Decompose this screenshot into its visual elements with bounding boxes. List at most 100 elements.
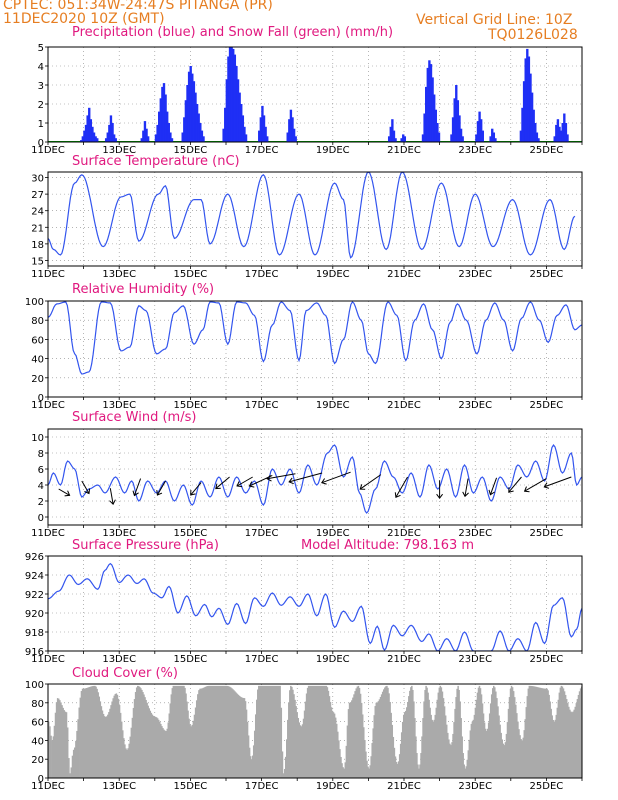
cloud-bar [130, 727, 133, 778]
precip-bar [450, 134, 453, 142]
cloud-bar [88, 687, 90, 778]
wind-arrow-head [321, 478, 327, 485]
cloud-bar [570, 711, 572, 778]
precip-bar [111, 123, 114, 142]
cloud-bar [269, 685, 272, 778]
cloud-bar [345, 745, 348, 778]
cloud-bar [577, 694, 580, 778]
wind-date-label: 13DEC [102, 528, 136, 539]
cloud-bar [185, 693, 187, 778]
cloud-bar [131, 717, 134, 778]
cloud-bar [415, 736, 417, 778]
rh-ytick-label: 100 [25, 297, 44, 308]
precip-bar [143, 121, 147, 142]
precip-bar [84, 124, 88, 142]
cloud-bar [522, 737, 524, 778]
cloud-bar [389, 701, 391, 778]
wind-ytick-label: 8 [38, 449, 44, 460]
cloud-bar [338, 740, 340, 778]
cloud-bar [65, 712, 68, 778]
temp-date-label: 11DEC [31, 269, 65, 280]
cloud-ytick-label: 0 [38, 774, 44, 785]
wind-ytick-label: 0 [38, 513, 44, 524]
wind-chart: Surface Wind (m/s) 0 2 4 6 8 10 11DEC 13DEC 15DEC… [31, 410, 583, 539]
cloud-bar [305, 693, 308, 778]
cloud-bar [434, 714, 436, 778]
cloud-bar [366, 760, 368, 778]
cloud-bar [315, 685, 317, 778]
cloud-bar [250, 759, 253, 778]
wind-arrow-head [488, 489, 495, 496]
cloud-date-label: 15DEC [174, 781, 208, 792]
cloud-bar [175, 685, 178, 778]
precip-bar [258, 130, 261, 142]
precip-bar [480, 119, 483, 142]
rh-ytick-label: 80 [31, 316, 44, 327]
cloud-bar [410, 687, 412, 778]
cloud-bar [108, 712, 110, 778]
cloud-bar [209, 685, 211, 778]
cloud-bar [453, 722, 455, 778]
precip-bar [426, 67, 429, 142]
precip-bar [259, 117, 263, 142]
precip-date-label: 23DEC [458, 145, 492, 156]
cloud-bar [442, 698, 445, 778]
cloud-bar [551, 715, 553, 778]
cloud-bar [119, 712, 122, 778]
precip-bar [243, 126, 246, 142]
precip-bar [392, 130, 396, 142]
cloud-bar [494, 687, 496, 778]
precip-bar [228, 47, 232, 142]
temp-ytick-label: 15 [31, 256, 44, 267]
cloud-bar [542, 688, 544, 778]
cloud-bar [471, 721, 474, 778]
cloud-bar [346, 725, 349, 778]
cloud-bar [473, 714, 476, 778]
cloud-bar [464, 768, 466, 778]
cloud-bar [382, 689, 385, 778]
precip-bar [561, 123, 564, 142]
cloud-bar [465, 766, 468, 778]
precip-bar [494, 138, 497, 142]
cloud-bar [411, 685, 413, 778]
cloud-bar [258, 685, 260, 778]
cloud-bar [377, 701, 380, 778]
cloud-bar [243, 698, 246, 778]
cloud-bar [62, 707, 64, 778]
precip-bar [532, 109, 535, 142]
cloud-bar [320, 685, 322, 778]
precip-bar [197, 113, 200, 142]
cloud-bar [87, 687, 89, 778]
precip-bar [235, 66, 238, 142]
cloud-bar [160, 723, 162, 778]
cloud-bar [535, 686, 538, 778]
rh-date-label: 17DEC [245, 400, 279, 411]
cloud-bar [163, 729, 165, 778]
wind-arrow-shaft [489, 477, 498, 495]
cloud-bar [158, 719, 160, 778]
precip-bar [294, 136, 297, 142]
cloud-bar [440, 687, 443, 778]
cloud-bar [91, 686, 93, 778]
cloud-bar [104, 716, 107, 778]
cloud-bar [370, 756, 372, 778]
cloud-bar [483, 722, 486, 778]
cloud-bar [514, 697, 516, 778]
cloud-bar [526, 696, 529, 778]
cloud-bar [144, 697, 146, 778]
cloud-bar [111, 701, 113, 778]
cloud-bar [451, 742, 453, 778]
cloud-bar [478, 685, 481, 778]
precip-bar [162, 83, 166, 142]
temp-date-label: 25DEC [530, 269, 564, 280]
precip-bar [199, 123, 202, 142]
cloud-bar [226, 685, 228, 778]
cloud-bar [373, 715, 375, 778]
cloud-bar [308, 685, 311, 778]
precip-bar [391, 119, 394, 142]
pressure-ytick-label: 922 [25, 590, 44, 601]
wind-title: Surface Wind (m/s) [72, 410, 196, 425]
cloud-bar [543, 688, 545, 778]
wind-arrow-head [523, 486, 530, 493]
cloud-bar [194, 707, 197, 778]
